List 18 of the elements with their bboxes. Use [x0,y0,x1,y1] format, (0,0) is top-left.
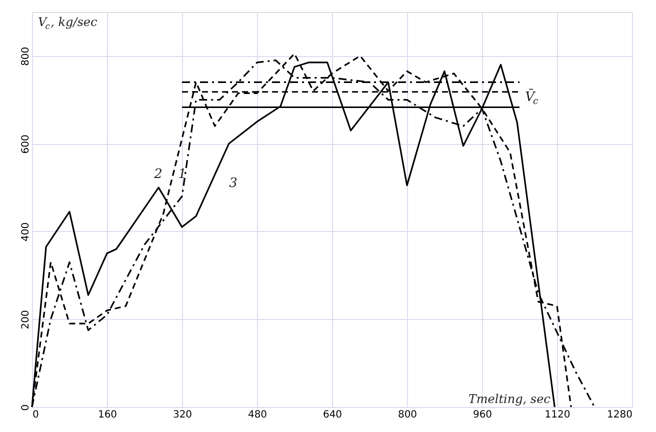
annotation: 3 [229,176,238,191]
annotation: 1 [178,167,186,182]
x-tick-label: 1120 [544,410,570,420]
x-tick-label: 960 [472,410,492,420]
x-tick-label: 1280 [607,410,632,420]
y-tick-label: 800 [20,46,32,66]
y-tick-label: 0 [20,404,32,411]
x-tick-label: 480 [248,410,268,420]
x-tick-label: 0 [32,410,39,420]
x-tick-label: 800 [398,410,418,420]
x-tick-label: 160 [98,410,118,420]
annotation: 2 [153,167,162,182]
y-tick-label: 400 [20,222,32,242]
x-axis-title: Tmelting, sec [468,392,551,406]
x-tick-label: 320 [172,410,192,420]
y-tick-label: 600 [20,134,32,154]
x-tick-label: 640 [322,410,342,420]
y-tick-label: 200 [20,310,32,330]
